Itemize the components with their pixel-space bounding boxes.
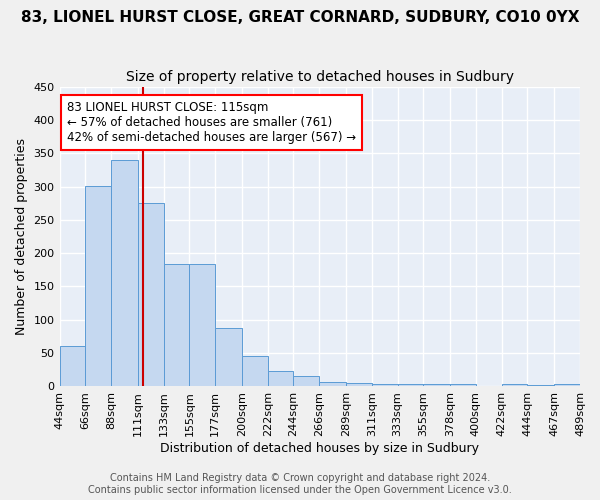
Text: 83, LIONEL HURST CLOSE, GREAT CORNARD, SUDBURY, CO10 0YX: 83, LIONEL HURST CLOSE, GREAT CORNARD, S…: [21, 10, 579, 25]
Bar: [346, 383, 372, 386]
Bar: [138, 203, 164, 386]
Bar: [85, 186, 111, 386]
Bar: [554, 384, 580, 386]
Bar: [242, 356, 268, 386]
Y-axis label: Number of detached properties: Number of detached properties: [15, 138, 28, 335]
Text: Contains HM Land Registry data © Crown copyright and database right 2024.
Contai: Contains HM Land Registry data © Crown c…: [88, 474, 512, 495]
Title: Size of property relative to detached houses in Sudbury: Size of property relative to detached ho…: [126, 70, 514, 84]
Bar: [190, 264, 215, 386]
Bar: [215, 328, 242, 386]
Text: 83 LIONEL HURST CLOSE: 115sqm
← 57% of detached houses are smaller (761)
42% of : 83 LIONEL HURST CLOSE: 115sqm ← 57% of d…: [67, 101, 356, 144]
Bar: [111, 160, 138, 386]
Bar: [164, 264, 190, 386]
Bar: [319, 382, 346, 386]
Bar: [450, 384, 476, 386]
Bar: [527, 385, 554, 386]
Bar: [268, 371, 293, 386]
Bar: [59, 346, 85, 387]
Bar: [293, 376, 319, 386]
Bar: [423, 384, 450, 386]
X-axis label: Distribution of detached houses by size in Sudbury: Distribution of detached houses by size …: [160, 442, 479, 455]
Bar: [398, 384, 423, 386]
Bar: [372, 384, 398, 386]
Bar: [502, 384, 527, 386]
